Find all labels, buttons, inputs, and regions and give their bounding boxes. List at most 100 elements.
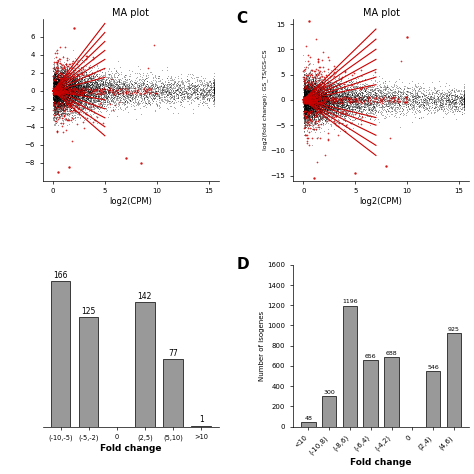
Point [325, 85, 333, 93]
Point [303, 72, 310, 79]
Point [64, 71, 72, 79]
Point [310, 109, 317, 116]
Point [79, 94, 87, 102]
Point [95, 97, 102, 105]
Point [320, 94, 328, 102]
Point [326, 100, 334, 108]
Point [340, 102, 348, 109]
Point [318, 100, 325, 108]
Point [324, 84, 332, 91]
Point [82, 73, 89, 81]
Point [68, 73, 75, 80]
Point [325, 106, 333, 113]
Point [365, 101, 373, 109]
Point [332, 103, 339, 110]
Point [332, 105, 340, 112]
Point [451, 95, 458, 103]
Point [303, 128, 311, 135]
Point [322, 100, 330, 107]
Point [345, 95, 353, 102]
Point [343, 101, 351, 109]
Point [338, 102, 346, 110]
Point [309, 109, 316, 117]
Point [311, 70, 319, 78]
Point [370, 117, 377, 124]
Point [315, 100, 322, 108]
Point [52, 82, 60, 89]
Point [59, 67, 66, 74]
Point [303, 101, 311, 109]
Point [88, 85, 95, 93]
Point [335, 92, 342, 100]
Point [150, 84, 157, 91]
Point [301, 113, 309, 120]
Point [301, 76, 309, 84]
Point [306, 105, 313, 112]
Point [365, 96, 372, 103]
Point [440, 90, 447, 98]
Point [54, 109, 62, 117]
Point [77, 84, 84, 92]
Point [124, 88, 132, 95]
Point [310, 103, 318, 111]
Point [92, 82, 100, 90]
Point [77, 99, 85, 106]
Point [345, 92, 352, 100]
Point [57, 73, 64, 81]
Point [329, 97, 337, 104]
Point [92, 90, 100, 97]
Point [450, 92, 457, 100]
Point [55, 68, 63, 75]
Point [303, 126, 311, 134]
Point [76, 92, 83, 100]
Point [314, 58, 322, 66]
Point [59, 87, 66, 95]
Point [314, 101, 322, 109]
Point [301, 113, 309, 121]
Point [59, 85, 67, 92]
Point [118, 68, 125, 75]
Point [54, 72, 61, 79]
Point [92, 80, 100, 87]
Point [306, 95, 313, 103]
Point [50, 73, 57, 81]
Point [310, 91, 317, 99]
Point [65, 96, 73, 103]
Point [50, 87, 57, 94]
Point [355, 107, 363, 115]
Point [54, 98, 61, 105]
Point [89, 104, 96, 111]
Point [51, 91, 58, 99]
Point [307, 101, 314, 109]
Point [55, 78, 62, 85]
Point [55, 72, 62, 79]
Point [304, 97, 312, 104]
Point [58, 68, 65, 76]
Point [305, 102, 312, 110]
Point [93, 84, 100, 92]
Point [308, 98, 316, 105]
Point [57, 96, 64, 103]
Point [159, 81, 166, 88]
Point [78, 81, 86, 88]
Point [338, 102, 346, 109]
Point [77, 75, 85, 82]
Point [344, 98, 352, 105]
Point [109, 92, 117, 100]
Point [90, 85, 98, 93]
Point [336, 85, 343, 92]
Point [317, 107, 325, 115]
Point [104, 100, 112, 108]
Point [122, 82, 129, 90]
Point [72, 96, 79, 103]
Point [102, 107, 109, 115]
Point [318, 112, 326, 120]
Point [322, 99, 330, 106]
Point [319, 95, 326, 102]
Point [155, 85, 162, 92]
Point [63, 93, 71, 100]
Point [114, 94, 122, 102]
Point [183, 76, 191, 83]
Point [58, 73, 66, 81]
Point [119, 90, 127, 98]
